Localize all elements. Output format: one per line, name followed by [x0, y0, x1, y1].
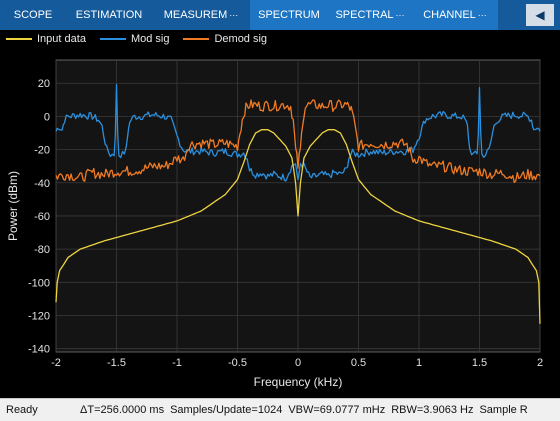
- series-line-input-data: [55, 129, 541, 324]
- tab-spectrum[interactable]: SPECTRUM: [250, 0, 328, 30]
- status-sample-rate: Sample R: [479, 404, 528, 416]
- y-tick-label: -100: [28, 277, 50, 289]
- collapse-toolstrip-button[interactable]: ◀: [520, 0, 560, 30]
- tab-spectrum-label: SPECTRUM: [258, 9, 320, 21]
- x-tick-label: -0.5: [228, 357, 247, 369]
- tab-scope-label: SCOPE: [13, 9, 53, 21]
- status-delta-t: ΔT=256.0000 ms: [80, 404, 165, 416]
- y-tick-label: -20: [34, 145, 50, 157]
- tab-spectral[interactable]: SPECTRAL ···: [328, 0, 412, 30]
- x-tick-label: -1: [172, 357, 182, 369]
- x-axis-label: Frequency (kHz): [254, 375, 343, 389]
- y-tick-label: -120: [28, 311, 50, 323]
- legend-swatch-mod-sig: [99, 38, 126, 40]
- status-state: Ready: [6, 404, 38, 416]
- status-rbw: RBW=3.9063 Hz: [391, 404, 474, 416]
- x-tick-label: 1.5: [472, 357, 487, 369]
- tab-channel[interactable]: CHANNEL ···: [412, 0, 498, 30]
- collapse-arrow-icon: ◀: [526, 4, 554, 26]
- y-tick-label: 0: [44, 111, 50, 123]
- status-vbw: VBW=69.0777 mHz: [288, 404, 386, 416]
- status-bar: Ready ΔT=256.0000 ms Samples/Update=1024…: [0, 398, 560, 421]
- tab-spectral-label: SPECTRAL: [335, 9, 394, 21]
- x-tick-label: -2: [51, 357, 61, 369]
- tab-scope[interactable]: SCOPE: [0, 0, 66, 30]
- legend-item-input-data[interactable]: Input data: [6, 33, 86, 45]
- status-samples-per-update: Samples/Update=1024: [170, 404, 283, 416]
- grid-lines: [55, 60, 541, 352]
- tab-measurements[interactable]: MEASUREM ···: [152, 0, 250, 30]
- spectrum-chart[interactable]: -2 -1.5 -1 -0.5 0 0.5 1 1.5 2 20 0 -20 -40 -60 -80 -100…: [0, 48, 560, 398]
- spectrum-plot-area: -2 -1.5 -1 -0.5 0 0.5 1 1.5 2 20 0 -20 -40 -60 -80 -100…: [0, 48, 560, 398]
- x-tick-label: 0.5: [351, 357, 366, 369]
- tab-measurements-more: ···: [229, 10, 239, 20]
- tab-channel-label: CHANNEL: [423, 9, 476, 21]
- y-axis-label: Power (dBm): [6, 171, 20, 241]
- x-tick-label: -1.5: [107, 357, 126, 369]
- x-tick-label: 0: [295, 357, 301, 369]
- y-tick-label: -140: [28, 344, 50, 356]
- tab-measurements-label: MEASUREM: [163, 9, 228, 21]
- tab-channel-more: ···: [477, 10, 487, 20]
- tab-estimation-label: ESTIMATION: [75, 9, 143, 21]
- tab-estimation[interactable]: ESTIMATION: [66, 0, 152, 30]
- y-tick-label: -40: [34, 178, 50, 190]
- series-layer: [55, 83, 541, 324]
- series-line-mod-sig: [55, 83, 541, 182]
- x-tick-label: 1: [416, 357, 422, 369]
- toolstrip: SCOPE ESTIMATION MEASUREM ··· SPECTRUM SP…: [0, 0, 560, 30]
- tick-labels: -2 -1.5 -1 -0.5 0 0.5 1 1.5 2 20 0 -20 -40 -60 -80 -100…: [28, 78, 543, 369]
- tab-spectral-more: ···: [395, 10, 405, 20]
- legend-label-demod-sig: Demod sig: [214, 33, 268, 45]
- x-tick-label: 2: [537, 357, 543, 369]
- y-tick-label: -60: [34, 211, 50, 223]
- series-line-demod-sig: [55, 99, 541, 184]
- y-tick-label: 20: [38, 78, 50, 90]
- legend-swatch-input-data: [6, 38, 32, 40]
- legend-label-mod-sig: Mod sig: [130, 33, 170, 45]
- legend-item-mod-sig[interactable]: Mod sig: [99, 33, 170, 45]
- legend-swatch-demod-sig: [183, 38, 210, 40]
- legend-item-demod-sig[interactable]: Demod sig: [183, 33, 267, 45]
- y-tick-label: -80: [34, 244, 50, 256]
- legend: Input data Mod sig Demod sig: [0, 30, 560, 48]
- legend-label-input-data: Input data: [37, 33, 86, 45]
